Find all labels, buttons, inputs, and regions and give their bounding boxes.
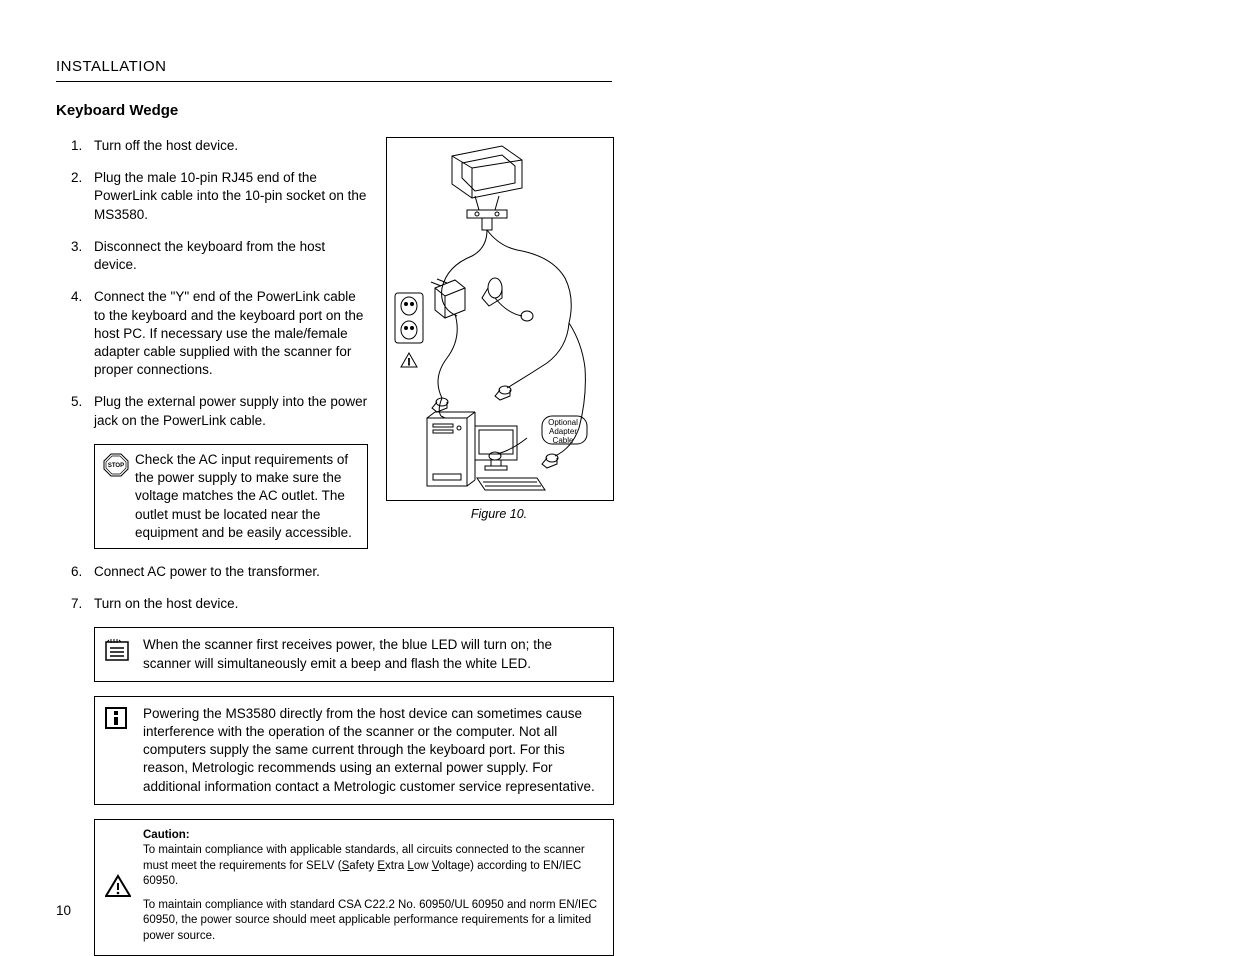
stop-callout: STOP Check the AC input requirements of …	[94, 444, 368, 549]
section-title: Keyboard Wedge	[56, 102, 1155, 119]
instructions-column: Turn off the host device. Plug the male …	[56, 137, 368, 563]
chapter-header: INSTALLATION	[56, 58, 612, 82]
step-item: Connect AC power to the transformer.	[86, 563, 642, 581]
caution-text: To maintain compliance with standard CSA…	[143, 898, 603, 945]
step-item: Plug the male 10-pin RJ45 end of the Pow…	[86, 169, 368, 224]
caution-box: Caution: To maintain compliance with app…	[94, 819, 614, 956]
info-note: Powering the MS3580 directly from the ho…	[94, 696, 614, 805]
page: INSTALLATION Keyboard Wedge Turn off the…	[0, 0, 1235, 954]
u-letter: E	[377, 860, 385, 872]
figure-caption: Figure 10.	[386, 507, 612, 521]
content-row: Turn off the host device. Plug the male …	[56, 137, 612, 563]
steps-list: Turn off the host device. Plug the male …	[56, 137, 368, 430]
step-item: Connect the "Y" end of the PowerLink cab…	[86, 288, 368, 379]
svg-text:!: !	[408, 357, 411, 367]
stop-icon: STOP	[103, 453, 131, 482]
step-item: Turn off the host device.	[86, 137, 368, 155]
steps-list-cont: Connect AC power to the transformer. Tur…	[56, 563, 642, 613]
figure-column: !	[368, 137, 614, 521]
caution-text: xtra	[385, 860, 407, 872]
stop-text: Check the AC input requirements of the p…	[135, 451, 359, 542]
caution-body: Caution: To maintain compliance with app…	[143, 828, 603, 945]
figure-label-line: Optional	[548, 418, 578, 427]
step-item: Turn on the host device.	[86, 595, 642, 613]
svg-text:STOP: STOP	[108, 463, 124, 469]
step-item: Plug the external power supply into the …	[86, 393, 368, 429]
figure-label-line: Cable	[553, 436, 574, 445]
info-icon	[105, 707, 133, 734]
step-item: Disconnect the keyboard from the host de…	[86, 238, 368, 274]
scanner-icon	[105, 638, 133, 667]
scanner-note: When the scanner first receives power, t…	[94, 627, 614, 681]
page-number: 10	[56, 903, 71, 918]
note-text: When the scanner first receives power, t…	[143, 636, 603, 672]
figure-label: Optional Adapter Cable	[544, 419, 582, 445]
caution-text: afety	[349, 860, 377, 872]
note-text: Powering the MS3580 directly from the ho…	[143, 705, 603, 796]
caution-text: ow	[414, 860, 432, 872]
figure-diagram: !	[386, 137, 614, 501]
caution-title: Caution:	[143, 829, 190, 841]
warning-icon	[105, 874, 133, 898]
u-letter: V	[432, 860, 439, 872]
figure-label-line: Adapter	[549, 427, 577, 436]
